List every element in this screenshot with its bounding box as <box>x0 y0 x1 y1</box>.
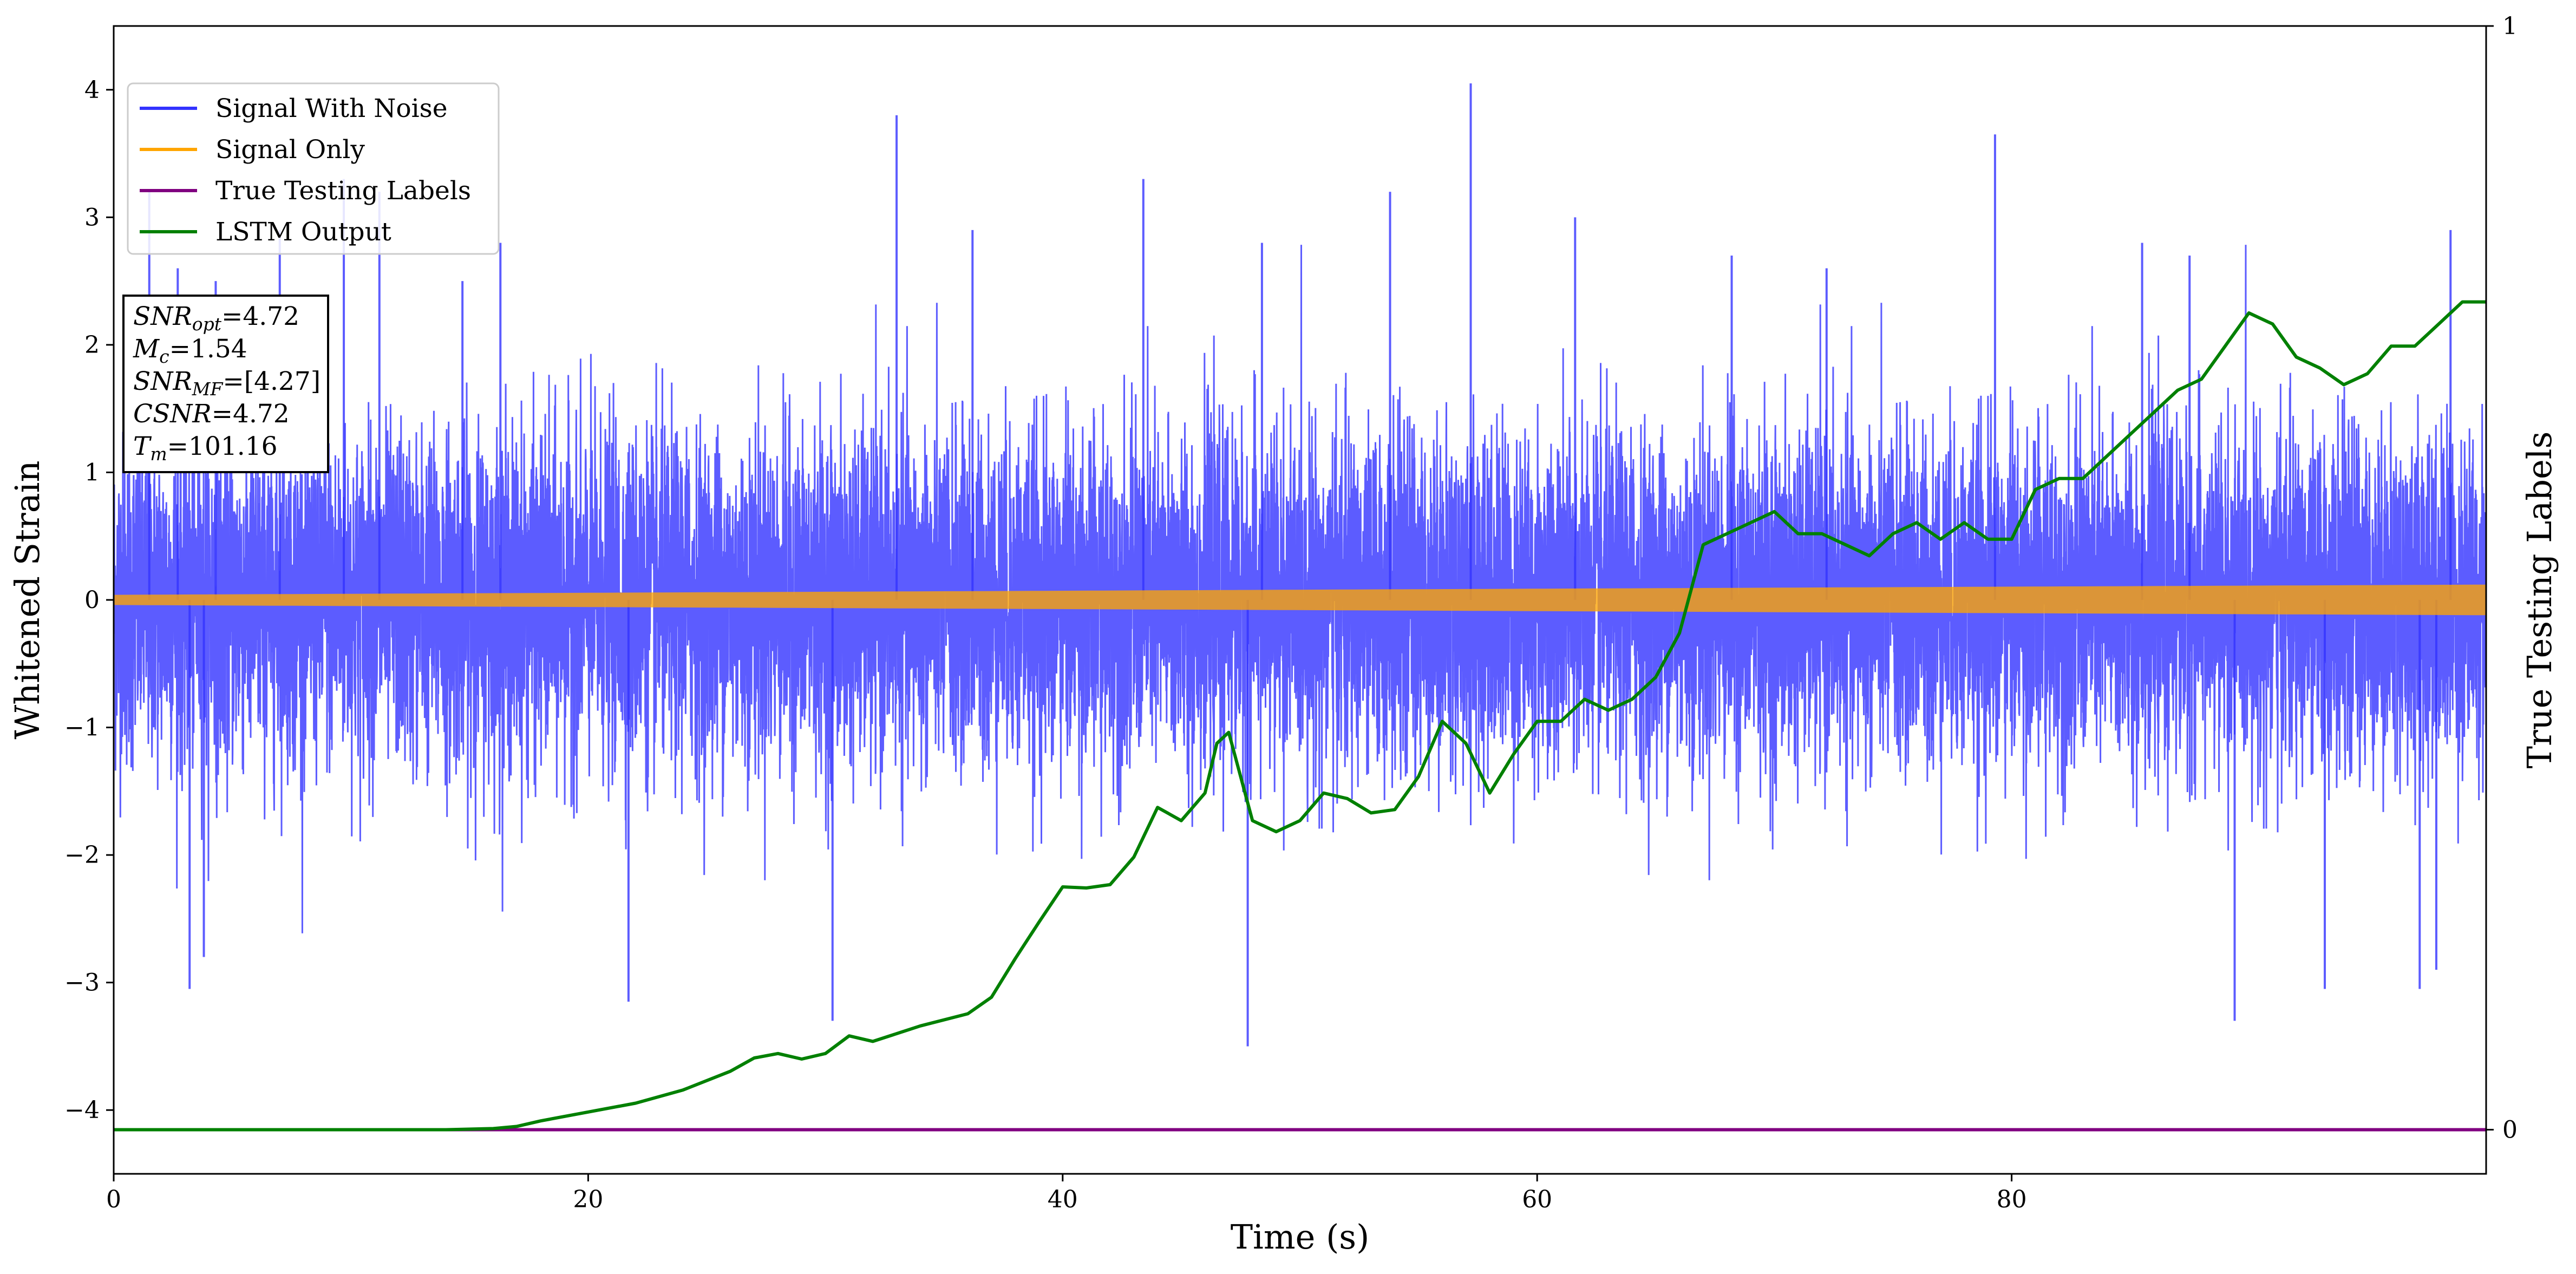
series-lstm-output <box>114 300 2486 1132</box>
annotation-var: M <box>133 334 160 364</box>
annotation-sub: MF <box>192 378 224 400</box>
annotation-var: SNR <box>133 302 192 331</box>
annotation-line: SNRMF=[4.27] <box>133 367 321 400</box>
legend-entry: Signal Only <box>215 135 365 165</box>
legend-entry: LSTM Output <box>215 217 391 247</box>
plot-area <box>114 83 2486 1132</box>
annotation-value: =[4.27] <box>223 367 321 396</box>
x-tick-label: 80 <box>1997 1186 2027 1213</box>
x-tick-label: 60 <box>1522 1186 1552 1213</box>
annotation-var: T <box>133 432 152 461</box>
annotation-value: =4.72 <box>212 399 290 429</box>
series-signal-only <box>114 584 2486 616</box>
y2-axis-label: True Testing Labels <box>2520 432 2559 769</box>
annotation-value: =1.54 <box>169 334 247 364</box>
annotation-box <box>122 295 329 473</box>
y-tick-label: 1 <box>84 459 100 486</box>
annotation-sub: m <box>150 443 167 465</box>
y-tick-label: 2 <box>84 331 100 359</box>
y-tick-label: −3 <box>64 969 100 997</box>
y-tick-label: 3 <box>84 204 100 231</box>
y-axis-label: Whitened Strain <box>8 461 47 740</box>
y-tick-label: 0 <box>84 586 100 614</box>
legend-entry: True Testing Labels <box>215 176 471 206</box>
y-tick-label: 4 <box>84 76 100 104</box>
annotation-var: CSNR <box>133 399 212 429</box>
y2-tick-label: 1 <box>2502 12 2518 40</box>
annotation-sub: c <box>159 346 169 367</box>
annotation-line: CSNR=4.72 <box>133 399 290 429</box>
legend-entry: Signal With Noise <box>215 94 448 123</box>
y-tick-label: −1 <box>64 714 100 742</box>
info-box: SNRopt=4.72Mc=1.54SNRMF=[4.27]CSNR=4.72T… <box>122 295 329 473</box>
x-tick-label: 0 <box>106 1186 121 1213</box>
annotation-var: SNR <box>133 367 192 396</box>
legend: Signal With Noise Signal Only True Testing… <box>127 82 500 255</box>
series-signal-with-noise <box>114 245 2486 933</box>
legend-box <box>127 82 500 255</box>
y2-tick-label: 0 <box>2502 1116 2518 1144</box>
x-axis-label: Time (s) <box>1231 1217 1370 1257</box>
annotation-value: =101.16 <box>167 432 278 461</box>
x-tick-label: 20 <box>573 1186 603 1213</box>
annotation-line: Mc=1.54 <box>133 334 247 367</box>
annotation-line: Tm=101.16 <box>133 432 278 465</box>
y-tick-label: −2 <box>64 841 100 869</box>
annotation-value: =4.72 <box>221 302 299 331</box>
annotation-sub: opt <box>192 313 222 335</box>
y-tick-label: −4 <box>64 1096 100 1124</box>
x-tick-label: 40 <box>1048 1186 1078 1213</box>
annotation-line: SNRopt=4.72 <box>133 302 299 335</box>
